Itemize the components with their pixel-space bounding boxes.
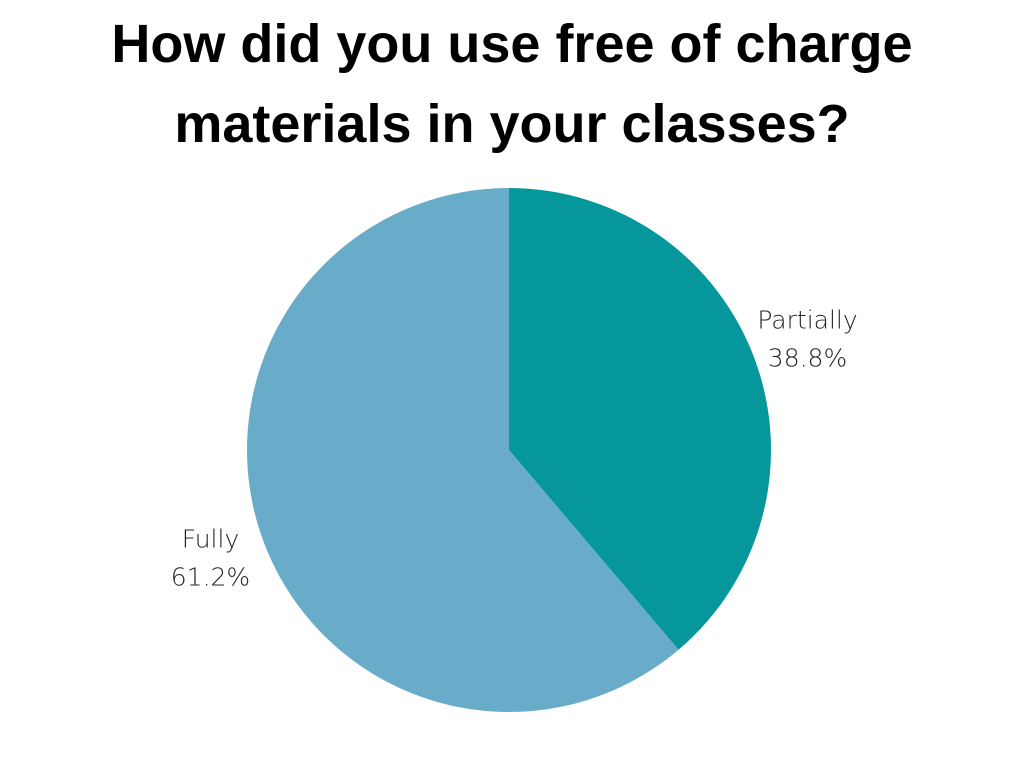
slice-label: Partially — [757, 305, 857, 334]
pie-slice — [509, 188, 772, 650]
pie-slice — [247, 188, 679, 713]
chart-title: How did you use free of charge materials… — [111, 14, 913, 154]
slice-value-label: 61.2% — [171, 563, 250, 592]
slice-value-label: 38.8% — [768, 343, 847, 372]
slice-label: Fully — [182, 525, 240, 554]
